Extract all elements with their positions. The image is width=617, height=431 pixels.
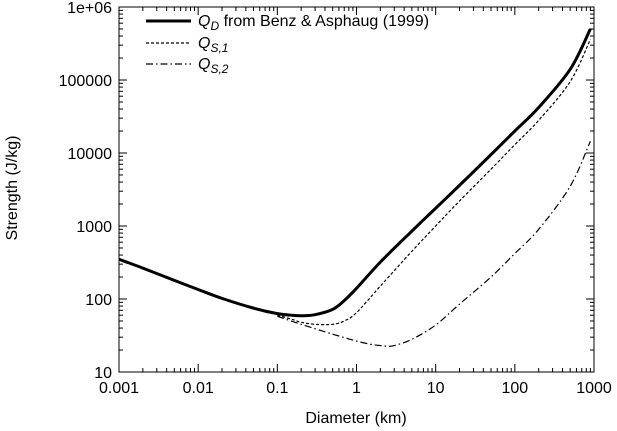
y-tick-label: 1000 [76, 219, 112, 236]
series-layer [118, 28, 592, 347]
y-axis-label: Strength (J/kg) [4, 136, 21, 241]
axes: 0.001 0.01 0.1 1 10 100 1000 10 100 1000 10000 1000… [59, 0, 612, 397]
y-tick-label: 1e+06 [67, 0, 112, 17]
series-line-1 [118, 28, 592, 318]
legend-label-3: QS,2 [198, 56, 229, 76]
plot-frame [118, 6, 595, 373]
y-tick-label: 100000 [59, 73, 112, 90]
x-tick-label: 0.001 [99, 380, 139, 397]
series-line-3 [277, 140, 591, 347]
legend-label-2: QS,1 [198, 35, 228, 55]
x-tick-label: 1000 [576, 380, 612, 397]
x-tick-label: 10 [427, 380, 445, 397]
x-tick-label: 1 [352, 380, 361, 397]
x-tick-label: 100 [501, 380, 528, 397]
x-axis-label: Diameter (km) [305, 410, 406, 427]
series-line-2 [277, 39, 591, 326]
y-tick-label: 10 [94, 365, 112, 382]
legend-label-1: QD from Benz & Asphaug (1999) [198, 13, 429, 33]
x-tick-label: 0.01 [183, 380, 214, 397]
y-tick-label: 100 [85, 292, 112, 309]
legend: QD from Benz & Asphaug (1999)QS,1QS,2 [146, 13, 429, 76]
x-tick-label: 0.1 [266, 380, 288, 397]
y-tick-label: 10000 [68, 146, 113, 163]
